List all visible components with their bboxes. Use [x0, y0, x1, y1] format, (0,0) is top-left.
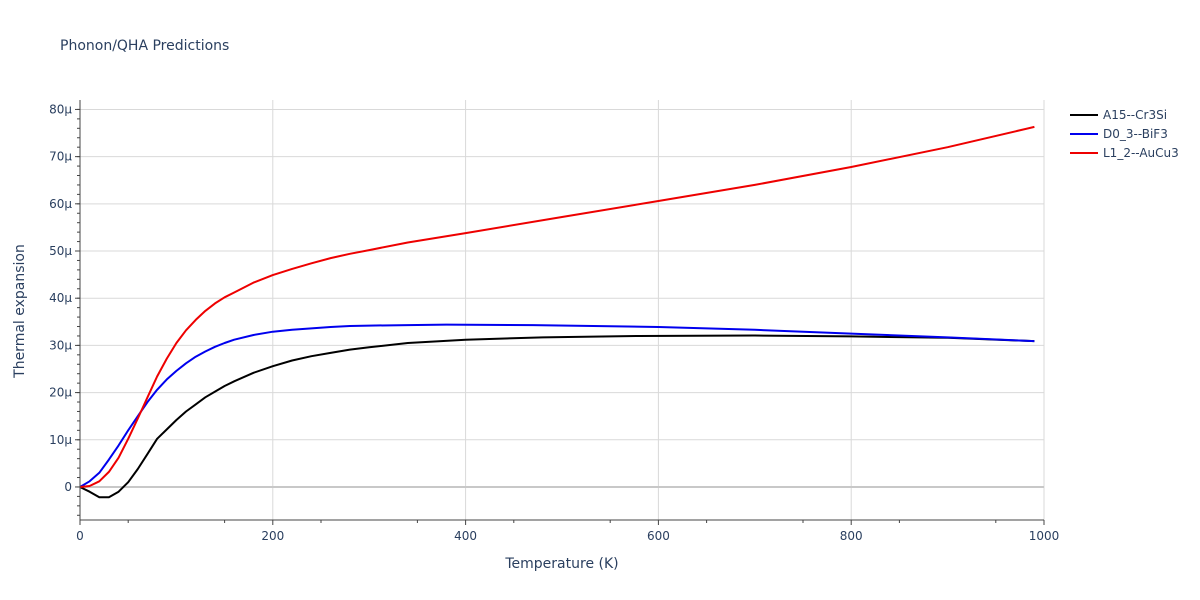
x-axis-title: Temperature (K) — [504, 556, 618, 572]
plot-area[interactable] — [79, 125, 1035, 499]
y-tick-label: 0 — [64, 480, 72, 494]
y-tick-label: 10μ — [49, 433, 72, 447]
grid — [80, 100, 1045, 520]
y-tick-label: 30μ — [49, 338, 72, 352]
legend-item-0[interactable]: A15--Cr3Si — [1070, 108, 1167, 122]
x-tick-label: 600 — [647, 529, 670, 543]
x-tick-label: 200 — [261, 529, 284, 543]
chart-title: Phonon/QHA Predictions — [60, 38, 229, 54]
series-line-0[interactable] — [79, 334, 1035, 499]
legend-label: L1_2--AuCu3 — [1103, 146, 1179, 160]
series-line-2[interactable] — [79, 125, 1035, 488]
legend-label: D0_3--BiF3 — [1103, 127, 1168, 141]
legend-item-1[interactable]: D0_3--BiF3 — [1070, 127, 1168, 141]
y-tick-label: 80μ — [49, 102, 72, 116]
x-tick-label: 1000 — [1029, 529, 1060, 543]
y-tick-label: 70μ — [49, 150, 72, 164]
y-tick-label: 40μ — [49, 291, 72, 305]
y-axis-title: Thermal expansion — [12, 244, 28, 379]
x-tick-label: 800 — [840, 529, 863, 543]
y-tick-label: 50μ — [49, 244, 72, 258]
legend-label: A15--Cr3Si — [1103, 108, 1167, 122]
series-line-1[interactable] — [79, 323, 1035, 488]
axes: 0 200 400 600 800 1000 0 10μ 20μ 30μ 40μ 50μ 60μ 70μ 8… — [49, 100, 1059, 543]
legend-item-2[interactable]: L1_2--AuCu3 — [1070, 146, 1179, 160]
y-tick-label: 60μ — [49, 197, 72, 211]
x-tick-label: 400 — [454, 529, 477, 543]
legend[interactable]: A15--Cr3Si D0_3--BiF3 L1_2--AuCu3 — [1070, 108, 1179, 160]
y-tick-label: 20μ — [49, 386, 72, 400]
x-tick-label: 0 — [76, 529, 84, 543]
